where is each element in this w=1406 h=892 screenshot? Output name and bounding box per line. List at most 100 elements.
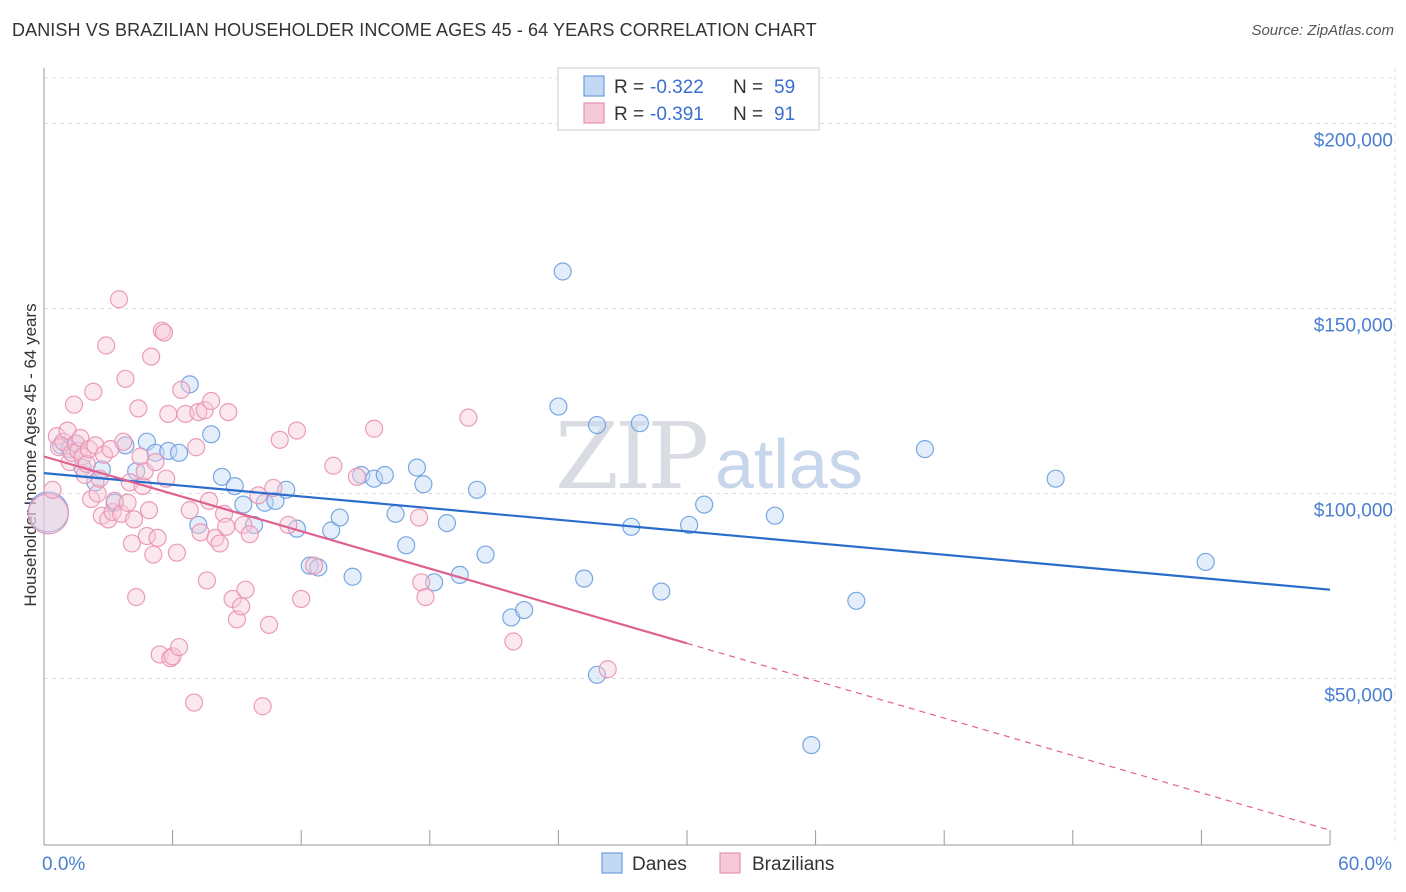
x-tick-label-max: 60.0% <box>1338 854 1392 875</box>
point-brazilians-46 <box>148 528 167 548</box>
point-danes-38 <box>437 513 457 533</box>
point-brazilians-88 <box>347 467 367 486</box>
series-danes-points <box>27 262 1215 755</box>
point-danes-50 <box>630 414 649 433</box>
point-brazilians-8 <box>64 395 84 414</box>
y-axis-label: Householder Income Ages 45 - 64 years <box>21 303 40 606</box>
legend-n-value-brazilians: 91 <box>774 104 795 125</box>
y-tick-label-0: $50,000 <box>1324 686 1393 707</box>
bottom-legend: Danes Brazilians <box>601 852 834 875</box>
point-brazilians-79 <box>253 697 272 716</box>
point-danes-47 <box>587 665 607 684</box>
trend-lines <box>43 455 1331 831</box>
point-danes-36 <box>414 475 433 494</box>
point-brazilians-74 <box>232 597 251 616</box>
legend: R = -0.322 N = 59 R = -0.391 N = 91 <box>557 67 820 131</box>
point-brazilians-61 <box>189 403 208 422</box>
point-brazilians-17 <box>84 382 103 401</box>
point-danes-56 <box>847 591 866 610</box>
point-danes-44 <box>549 397 568 416</box>
point-brazilians-93 <box>459 408 478 427</box>
point-brazilians-1 <box>43 480 62 499</box>
point-danes-46 <box>575 569 594 588</box>
point-brazilians-32 <box>118 493 137 512</box>
x-tick-labels: 0.0% 60.0% <box>42 854 1392 875</box>
point-danes-53 <box>695 495 714 514</box>
y-tick-label-3: $200,000 <box>1314 131 1393 152</box>
point-brazilians-0 <box>27 493 69 535</box>
point-danes-58 <box>1046 469 1065 488</box>
point-brazilians-43 <box>142 347 161 366</box>
point-brazilians-71 <box>219 403 238 422</box>
bottom-legend-label-danes: Danes <box>632 854 687 875</box>
point-brazilians-59 <box>184 693 204 712</box>
point-danes-52 <box>680 515 699 535</box>
legend-swatch-danes <box>583 75 605 97</box>
watermark: ZIP atlas <box>555 403 863 510</box>
point-brazilians-44 <box>144 545 163 564</box>
point-danes-13 <box>169 443 189 462</box>
point-brazilians-87 <box>324 456 343 475</box>
chart-source: Source: ZipAtlas.com <box>1251 22 1394 39</box>
point-brazilians-23 <box>97 336 116 355</box>
point-danes-51 <box>652 582 671 601</box>
legend-r-value-brazilians: -0.391 <box>650 104 704 125</box>
point-danes-32 <box>375 465 394 485</box>
chart-title: DANISH VS BRAZILIAN HOUSEHOLDER INCOME A… <box>12 20 817 40</box>
x-tick-label-min: 0.0% <box>42 854 85 875</box>
point-brazilians-19 <box>88 484 107 503</box>
point-brazilians-84 <box>287 421 307 440</box>
point-brazilians-86 <box>304 556 324 575</box>
watermark-atlas: atlas <box>715 425 863 503</box>
legend-r-label-danes: R = <box>614 77 644 98</box>
point-danes-57 <box>915 440 935 459</box>
y-tick-label-1: $100,000 <box>1314 501 1393 522</box>
point-brazilians-70 <box>217 517 236 536</box>
point-brazilians-63 <box>195 401 214 420</box>
point-danes-43 <box>515 600 534 620</box>
point-brazilians-34 <box>122 534 141 553</box>
point-brazilians-66 <box>202 391 221 411</box>
legend-r-value-danes: -0.322 <box>650 77 704 98</box>
point-brazilians-31 <box>116 369 135 388</box>
point-brazilians-55 <box>169 637 189 657</box>
legend-n-label-danes: N = <box>733 77 763 98</box>
point-brazilians-30 <box>114 432 133 451</box>
point-brazilians-77 <box>240 525 259 544</box>
point-brazilians-90 <box>409 508 429 527</box>
point-brazilians-58 <box>180 501 199 520</box>
watermark-zip: ZIP <box>555 403 706 510</box>
point-brazilians-78 <box>249 486 268 505</box>
point-brazilians-92 <box>416 587 435 607</box>
point-danes-28 <box>330 508 349 527</box>
point-danes-19 <box>234 495 253 514</box>
point-brazilians-81 <box>264 478 283 498</box>
legend-r-label-brazilians: R = <box>614 104 644 125</box>
trend-line-danes <box>43 472 1331 591</box>
point-danes-55 <box>802 735 821 755</box>
point-danes-40 <box>467 480 487 499</box>
point-danes-15 <box>189 515 208 535</box>
point-danes-17 <box>212 467 231 486</box>
point-danes-48 <box>587 415 607 435</box>
y-tick-label-2: $150,000 <box>1314 316 1393 337</box>
y-tick-labels: $50,000 $100,000 $150,000 $200,000 <box>1314 131 1393 707</box>
point-brazilians-64 <box>197 571 216 590</box>
point-brazilians-37 <box>129 399 148 418</box>
bottom-legend-label-brazilians: Brazilians <box>752 854 834 875</box>
legend-n-value-danes: 59 <box>774 77 795 98</box>
point-brazilians-54 <box>167 543 186 562</box>
point-brazilians-35 <box>124 510 144 529</box>
point-brazilians-85 <box>292 589 311 609</box>
legend-swatch-brazilians <box>583 102 605 124</box>
point-danes-16 <box>202 425 221 444</box>
point-brazilians-95 <box>598 660 617 679</box>
point-danes-54 <box>765 506 784 525</box>
trend-line-brazilians-extension <box>686 642 1331 831</box>
point-brazilians-75 <box>234 515 253 535</box>
point-brazilians-80 <box>259 615 279 634</box>
point-brazilians-45 <box>146 452 165 472</box>
point-danes-59 <box>1196 552 1215 572</box>
point-brazilians-49 <box>154 323 174 342</box>
